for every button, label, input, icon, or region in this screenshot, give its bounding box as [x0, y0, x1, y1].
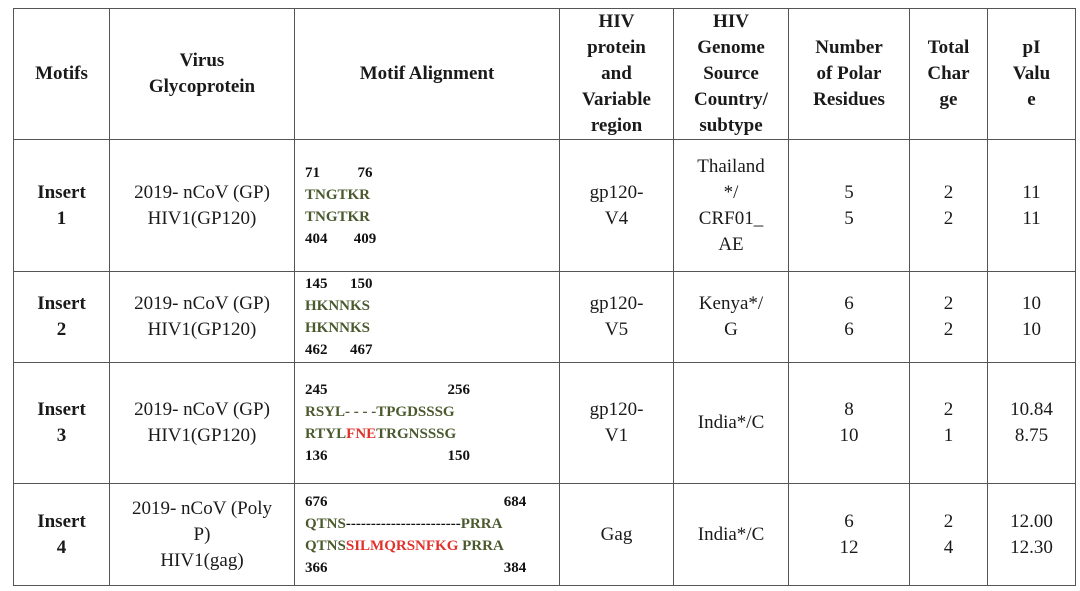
hiv-protein-cell: gp120- V4 [559, 139, 674, 272]
alignment-start-positions: 245 256 [305, 382, 470, 398]
motif-name: Insert 1 [13, 139, 110, 272]
motif-name: Insert 3 [13, 362, 110, 484]
header-pi-value: pI Valu e [987, 8, 1076, 140]
alignment-sequence-hiv: HKNNKS [305, 320, 371, 336]
table-row: Insert 1 2019- nCoV (GP) HIV1(GP120) 71 76… [13, 139, 1076, 272]
alignment-start-positions: 676 684 [305, 493, 527, 510]
header-total-charge: Total Char ge [909, 8, 988, 140]
glycoprotein-cell: 2019- nCoV (Poly P) HIV1(gag) [109, 483, 295, 586]
alignment-end-positions: 462 467 [305, 342, 373, 358]
alignment-sequence-ncov: QTNS-----------------------PRRA [305, 515, 503, 532]
polar-cell: 6 12 [788, 483, 910, 586]
alignment-end-positions: 136 150 [305, 448, 470, 464]
pi-cell: 12.00 12.30 [987, 483, 1076, 586]
header-polar-residues: Number of Polar Residues [788, 8, 910, 140]
pi-cell: 10 10 [987, 271, 1076, 363]
motif-table: Motifs Virus Glycoprotein Motif Alignment… [13, 8, 1076, 586]
table-row: Insert 3 2019- nCoV (GP) HIV1(GP120) 245 2… [13, 362, 1076, 484]
header-virus-glycoprotein: Virus Glycoprotein [109, 8, 295, 140]
alignment-sequence-ncov: HKNNKS [305, 298, 371, 314]
alignment-sequence-hiv: TNGTKR [305, 208, 371, 225]
alignment-cell: 676 684 QTNS-----------------------PRRA … [294, 483, 560, 586]
alignment-sequence-hiv: QTNSSILMQRSNFKG PRRA [305, 537, 504, 554]
alignment-sequence-ncov: RSYL- - - -TPGDSSSG [305, 404, 455, 420]
alignment-end-positions: 366 384 [305, 559, 527, 576]
header-hiv-protein: HIV protein and Variable region [559, 8, 674, 140]
alignment-cell: 71 76 TNGTKR TNGTKR 404 409 [294, 139, 560, 272]
alignment-cell: 245 256 RSYL- - - -TPGDSSSG RTYLFNETRGNS… [294, 362, 560, 484]
header-hiv-genome: HIV Genome Source Country/subtype [673, 8, 789, 140]
table-row: Insert 4 2019- nCoV (Poly P) HIV1(gag) 676 … [13, 483, 1076, 586]
alignment-start-positions: 145 150 [305, 276, 373, 292]
motif-name: Insert 2 [13, 271, 110, 363]
glycoprotein-cell: 2019- nCoV (GP) HIV1(GP120) [109, 139, 295, 272]
table-row: Insert 2 2019- nCoV (GP) HIV1(GP120) 145 1… [13, 271, 1076, 363]
glycoprotein-cell: 2019- nCoV (GP) HIV1(GP120) [109, 362, 295, 484]
pi-cell: 10.84 8.75 [987, 362, 1076, 484]
header-row: Motifs Virus Glycoprotein Motif Alignment… [13, 8, 1076, 140]
pi-cell: 11 11 [987, 139, 1076, 272]
inserted-residues: FNE [346, 426, 377, 442]
polar-cell: 8 10 [788, 362, 910, 484]
header-motif-alignment: Motif Alignment [294, 8, 560, 140]
alignment-sequence-ncov: TNGTKR [305, 186, 371, 203]
hiv-protein-cell: gp120- V1 [559, 362, 674, 484]
alignment-end-positions: 404 409 [305, 230, 377, 247]
header-motifs: Motifs [13, 8, 110, 140]
alignment-cell: 145 150 HKNNKS HKNNKS 462 467 [294, 271, 560, 363]
alignment-start-positions: 71 76 [305, 164, 373, 181]
country-cell: India*/C [673, 483, 789, 586]
country-cell: India*/C [673, 362, 789, 484]
hiv-protein-cell: gp120- V5 [559, 271, 674, 363]
glycoprotein-cell: 2019- nCoV (GP) HIV1(GP120) [109, 271, 295, 363]
hiv-protein-cell: Gag [559, 483, 674, 586]
motif-name: Insert 4 [13, 483, 110, 586]
alignment-sequence-hiv: RTYLFNETRGNSSSG [305, 426, 457, 442]
inserted-residues: SILMQRSNFKG [345, 537, 459, 554]
country-cell: Thailand */CRF01_ AE [673, 139, 789, 272]
country-cell: Kenya*/G [673, 271, 789, 363]
